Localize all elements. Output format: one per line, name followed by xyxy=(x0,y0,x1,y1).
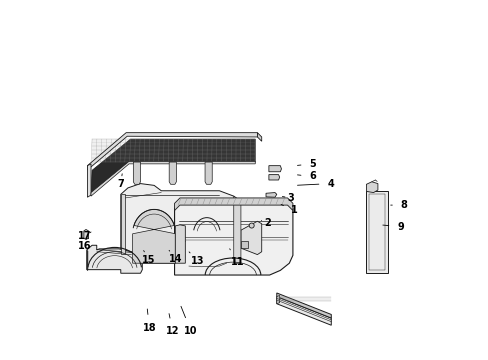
Text: 10: 10 xyxy=(181,306,197,336)
Text: 8: 8 xyxy=(390,200,407,210)
Text: 3: 3 xyxy=(282,193,294,203)
Polygon shape xyxy=(268,175,279,180)
Polygon shape xyxy=(174,198,292,211)
Polygon shape xyxy=(366,192,387,273)
Polygon shape xyxy=(257,133,261,141)
Text: 5: 5 xyxy=(297,159,315,169)
Text: 1: 1 xyxy=(281,204,298,216)
Polygon shape xyxy=(241,241,247,248)
Polygon shape xyxy=(174,203,292,275)
Text: 6: 6 xyxy=(297,171,315,181)
Circle shape xyxy=(249,223,254,228)
Polygon shape xyxy=(265,193,276,197)
Polygon shape xyxy=(87,164,91,197)
Text: 2: 2 xyxy=(261,218,271,228)
Polygon shape xyxy=(132,210,175,263)
Polygon shape xyxy=(233,196,241,263)
Text: 17: 17 xyxy=(78,231,91,240)
Polygon shape xyxy=(121,184,241,263)
Text: 11: 11 xyxy=(229,249,244,267)
Text: 4: 4 xyxy=(297,179,333,189)
Polygon shape xyxy=(276,296,279,304)
Text: 13: 13 xyxy=(189,252,204,266)
Polygon shape xyxy=(204,162,212,184)
Polygon shape xyxy=(91,161,255,196)
Text: 9: 9 xyxy=(382,222,403,231)
Polygon shape xyxy=(121,194,125,253)
Text: 12: 12 xyxy=(166,314,179,336)
Polygon shape xyxy=(83,229,88,239)
Polygon shape xyxy=(133,162,140,184)
Polygon shape xyxy=(276,293,330,318)
Polygon shape xyxy=(276,297,330,325)
Text: 18: 18 xyxy=(142,309,156,333)
Text: 7: 7 xyxy=(117,174,124,189)
Polygon shape xyxy=(169,162,176,184)
Polygon shape xyxy=(175,225,185,263)
Polygon shape xyxy=(241,221,261,255)
Polygon shape xyxy=(268,166,281,172)
Text: 15: 15 xyxy=(142,251,155,265)
Polygon shape xyxy=(91,139,255,194)
Text: 14: 14 xyxy=(168,250,182,264)
Polygon shape xyxy=(366,182,377,193)
Text: 16: 16 xyxy=(78,238,91,251)
Polygon shape xyxy=(87,133,257,170)
Polygon shape xyxy=(86,245,142,273)
